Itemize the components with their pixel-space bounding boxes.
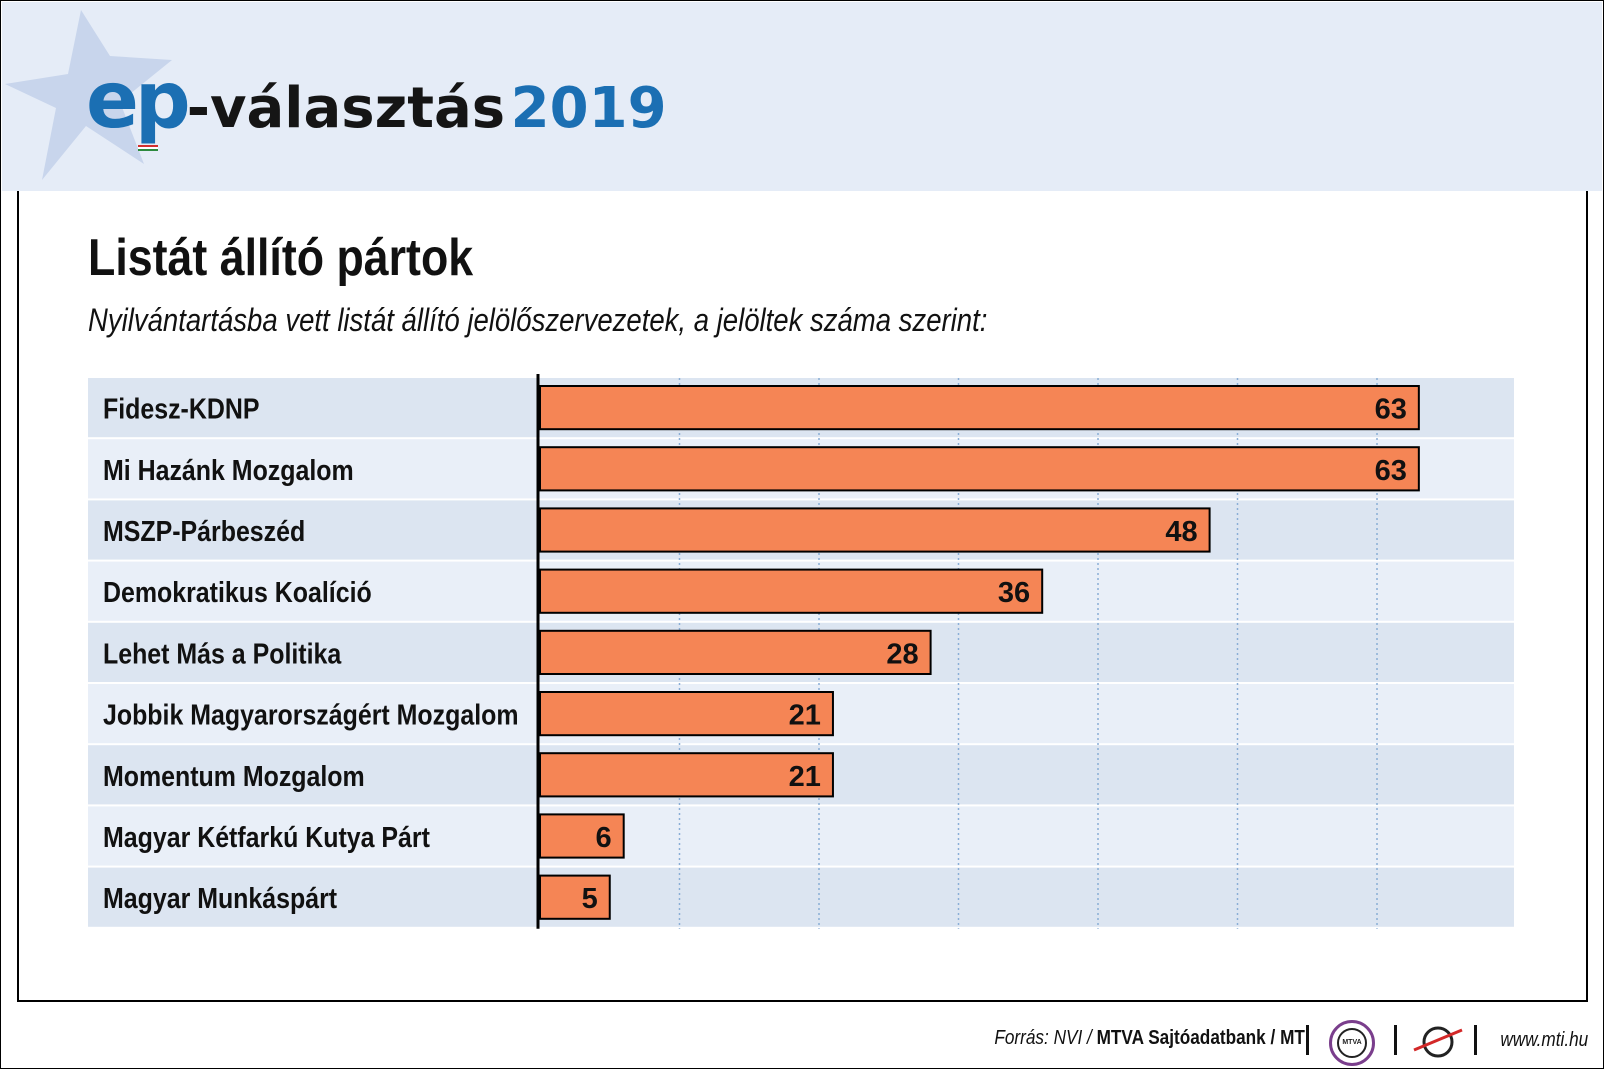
bar [539, 629, 932, 675]
bar [539, 874, 611, 920]
footer-divider [1394, 1025, 1397, 1055]
footer-divider [1474, 1025, 1477, 1055]
mti-logo-icon [1413, 1026, 1463, 1058]
star-icon [5, 10, 172, 180]
category-label: Fidesz-KDNP [103, 393, 260, 425]
data-label: 6 [596, 822, 612, 854]
logo-year: 2019 [510, 76, 667, 141]
source-credit: Forrás: NVI / MTVA Sajtóadatbank / MTI [995, 1027, 1310, 1050]
chart-panel [17, 191, 1588, 1002]
category-label: Mi Hazánk Mozgalom [103, 454, 354, 486]
data-label: 28 [886, 638, 918, 670]
category-label: Magyar Munkáspárt [103, 882, 337, 914]
bar [539, 813, 625, 859]
ep-logo: ep-választás 2019 [86, 62, 667, 140]
data-label: 63 [1375, 394, 1407, 426]
mtva-logo-icon: MTVA [1329, 1020, 1375, 1066]
data-label: 21 [789, 700, 821, 732]
source-agency: MTVA Sajtóadatbank / MTI [1096, 1027, 1310, 1049]
footer-divider [1306, 1025, 1309, 1055]
bar [539, 691, 834, 737]
footer: Forrás: NVI / MTVA Sajtóadatbank / MTI M… [0, 1020, 1604, 1066]
source-prefix: Forrás: NVI / [994, 1027, 1097, 1049]
hungarian-flag-icon [138, 145, 158, 151]
website-link[interactable]: www.mti.hu [1500, 1029, 1588, 1051]
header-banner: ep-választás 2019 [2, 2, 1602, 191]
data-label: 63 [1375, 455, 1407, 487]
category-label: Momentum Mozgalom [103, 760, 365, 792]
data-label: 21 [789, 761, 821, 793]
row-band [88, 806, 1514, 866]
data-label: 36 [998, 577, 1030, 609]
category-label: MSZP-Párbeszéd [103, 515, 305, 547]
bar [539, 446, 1420, 492]
category-label: Lehet Más a Politika [103, 638, 342, 670]
chart-title: Listát állító pártok [88, 229, 474, 287]
chart-subtitle: Nyilvántartásba vett listát állító jelöl… [88, 302, 988, 338]
category-label: Demokratikus Koalíció [103, 576, 372, 608]
bar [539, 385, 1420, 431]
data-label: 48 [1165, 516, 1197, 548]
mtva-logo-text: MTVA [1337, 1028, 1367, 1058]
logo-word: -választás [186, 76, 506, 141]
logo-ep: ep [86, 56, 191, 146]
category-label: Jobbik Magyarországért Mozgalom [103, 699, 519, 731]
row-band [88, 867, 1514, 927]
bar [539, 507, 1211, 553]
bar [539, 568, 1044, 614]
category-label: Magyar Kétfarkú Kutya Párt [103, 821, 430, 853]
bar [539, 752, 834, 798]
data-label: 5 [582, 883, 598, 915]
